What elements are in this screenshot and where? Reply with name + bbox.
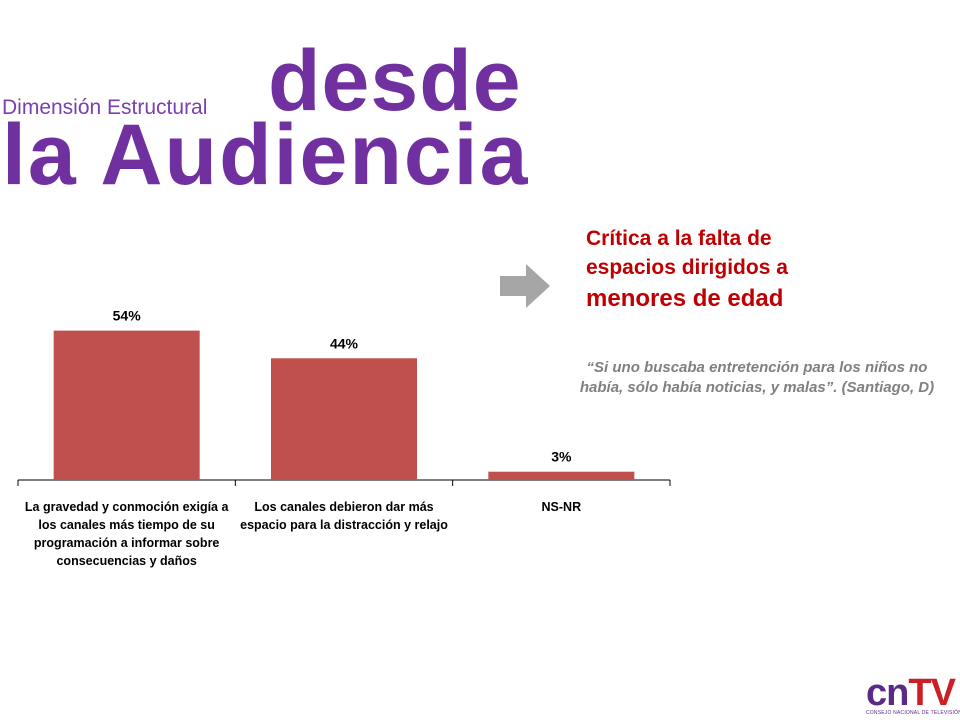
category-label: La gravedad y conmoción exigía a [25, 500, 230, 514]
bar [271, 358, 417, 480]
data-label: 3% [551, 449, 572, 465]
logo-caption: CONSEJO NACIONAL DE TELEVISIÓN [866, 710, 960, 716]
quote-text: “Si uno buscaba entretención para los ni… [579, 359, 935, 396]
arrow-right-icon [500, 264, 550, 308]
callout-line-2: espacios dirigidos a [586, 256, 788, 279]
subtitle: Dimensión Estructural [2, 96, 208, 119]
callout-line-3: menores de edad [586, 285, 784, 312]
category-label: programación a informar sobre [34, 536, 220, 550]
title-line-1: desde [268, 33, 522, 129]
data-label: 44% [330, 335, 359, 351]
bar [53, 330, 200, 480]
category-label: consecuencias y daños [56, 554, 196, 568]
category-label: Los canales debieron dar más [254, 500, 433, 514]
logo-cn: cn [866, 672, 909, 714]
logo: cnTV CONSEJO NACIONAL DE TELEVISIÓN [866, 674, 960, 716]
title-line-2: la Audiencia [2, 107, 530, 203]
callout-headline: Crítica a la falta de espacios dirigidos… [586, 224, 916, 314]
category-label: NS-NR [542, 500, 582, 514]
bar-chart: 54% La gravedad y conmoción exigía a los c… [17, 308, 671, 568]
logo-mark: cnTV [866, 674, 958, 712]
logo-tv: TV [908, 672, 956, 714]
bar [488, 471, 635, 480]
data-label: 54% [113, 308, 142, 324]
category-label: espacio para la distracción y relajo [240, 518, 448, 532]
callout-line-1: Crítica a la falta de [586, 227, 772, 250]
category-label: los canales más tiempo de su [38, 518, 214, 532]
